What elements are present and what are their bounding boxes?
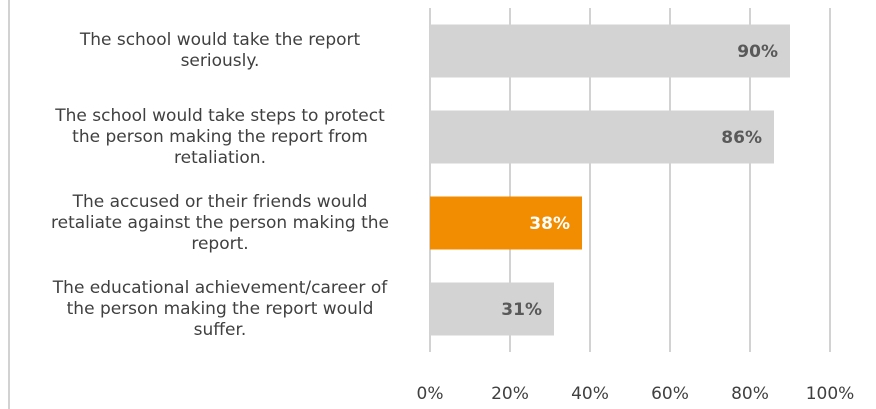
- category-label: The educational achievement/career of the…: [20, 278, 420, 341]
- x-tick-label: 100%: [806, 384, 855, 404]
- bar: [430, 196, 582, 250]
- category-label-line: retaliation.: [174, 147, 266, 168]
- category-label: The school would take steps to protect th…: [20, 106, 420, 169]
- bar-value-label: 38%: [529, 214, 570, 234]
- category-label: The school would take the report seriousl…: [20, 30, 420, 72]
- category-label-line: The school would take steps to protect: [55, 105, 385, 126]
- category-label-line: The accused or their friends would: [72, 191, 368, 212]
- x-tick-label: 0%: [417, 384, 444, 404]
- bars: [430, 24, 790, 336]
- category-label-line: the person making the report from: [72, 126, 368, 147]
- category-label-line: the person making the report would: [66, 298, 374, 319]
- x-tick-label: 80%: [731, 384, 769, 404]
- category-label: The accused or their friends would retali…: [20, 192, 420, 255]
- category-label-line: retaliate against the person making the: [51, 212, 389, 233]
- x-axis-ticks: 0% 20% 40% 60% 80% 100%: [417, 384, 855, 404]
- bar: [430, 282, 554, 336]
- x-tick-label: 60%: [651, 384, 689, 404]
- x-tick-label: 40%: [571, 384, 609, 404]
- category-label-line: report.: [191, 233, 249, 254]
- bar-value-label: 90%: [737, 42, 778, 62]
- category-label-line: seriously.: [180, 51, 260, 71]
- category-label-line: suffer.: [193, 319, 247, 340]
- category-label-line: The educational achievement/career of: [52, 277, 388, 298]
- bar-value-label: 31%: [501, 300, 542, 320]
- bar-value-label: 86%: [721, 128, 762, 148]
- bar: [430, 110, 774, 164]
- x-tick-label: 20%: [491, 384, 529, 404]
- bar: [430, 24, 790, 78]
- category-label-line: The school would take the report: [79, 30, 361, 50]
- value-labels: 90% 86% 38% 31%: [501, 42, 778, 320]
